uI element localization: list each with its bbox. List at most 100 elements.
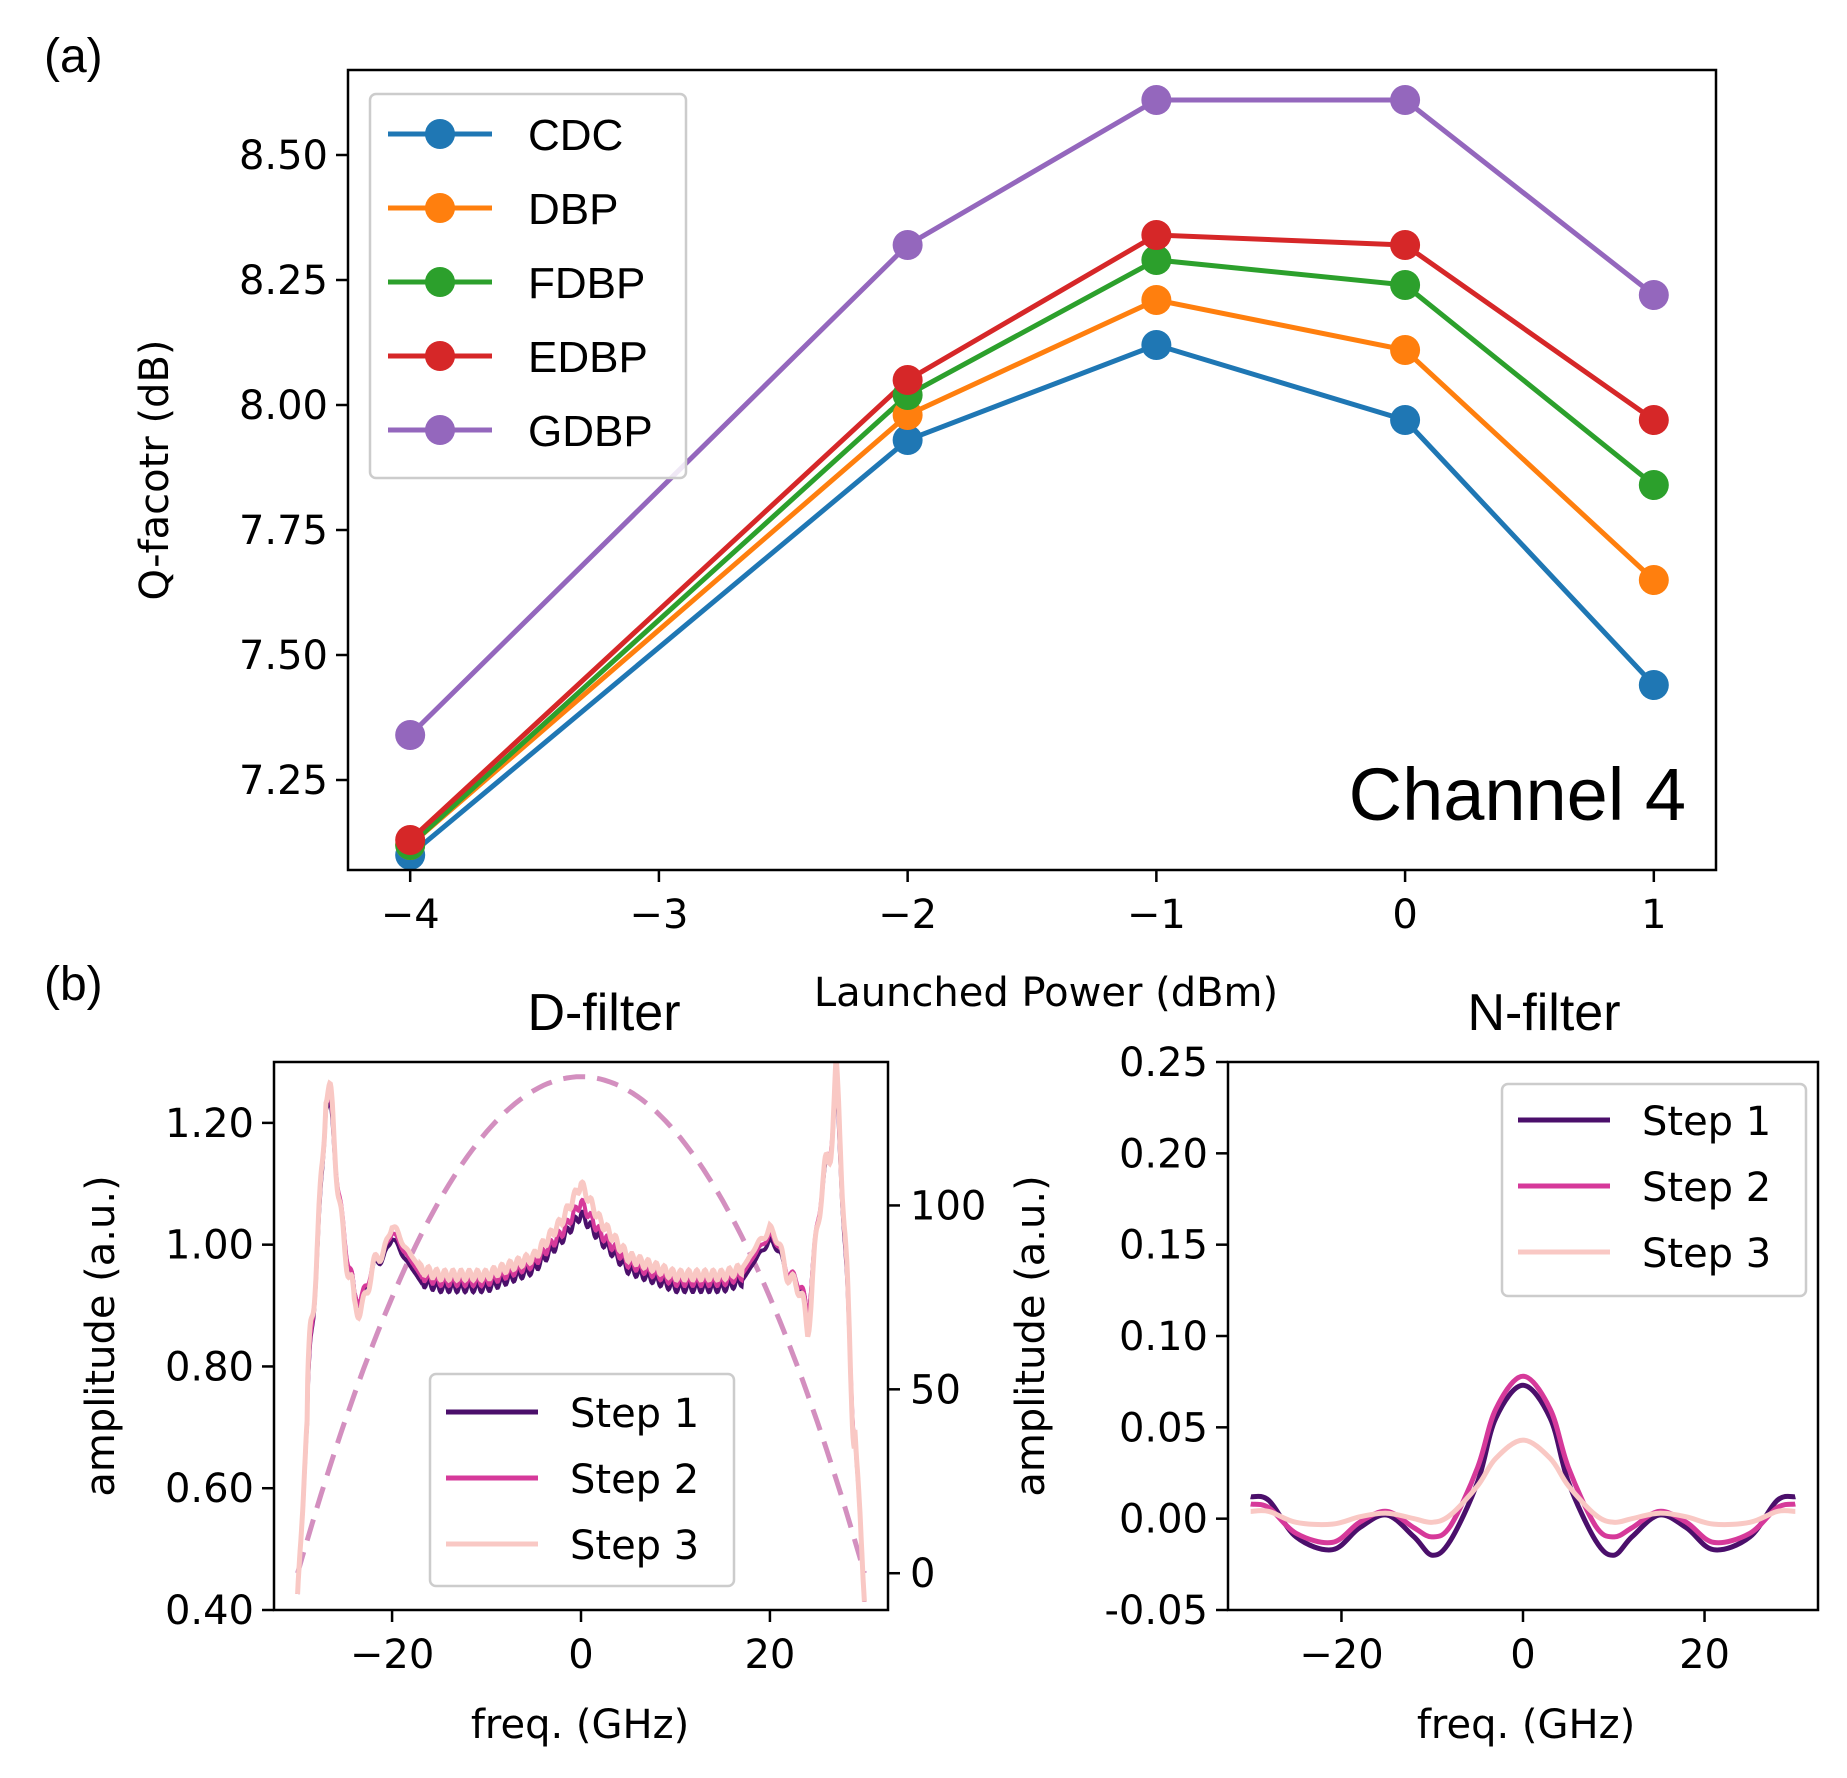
q-factor-x-tick-label: −1 <box>1127 892 1186 938</box>
d-filter-legend-label-3: Step 3 <box>570 1523 699 1569</box>
data-point-edbp <box>892 365 923 395</box>
d-filter-right-tick-label: 0 <box>910 1551 935 1597</box>
d-filter-y-tick-label: 0.40 <box>165 1588 254 1634</box>
d-filter-y-tick-label: 1.00 <box>165 1223 254 1269</box>
data-point-fdbp <box>1141 245 1172 275</box>
data-point-gdbp <box>395 720 426 750</box>
d-filter-x-tick-label: −20 <box>350 1632 434 1678</box>
n-filter-y-tick-label: 0.20 <box>1119 1131 1208 1177</box>
channel-annotation: Channel 4 <box>1349 753 1686 836</box>
q-factor-y-tick-label: 8.00 <box>239 383 328 429</box>
n-filter-title: N-filter <box>1467 984 1620 1042</box>
d-filter-x-tick-label: 0 <box>568 1632 593 1678</box>
q-factor-legend: CDC DBP FDBP EDBP GDBP <box>368 92 688 480</box>
data-point-edbp <box>1638 405 1669 435</box>
panel-label-b: (b) <box>44 958 103 1011</box>
d-filter-title: D-filter <box>527 984 680 1042</box>
d-filter-dashed-curve <box>295 1074 867 1574</box>
d-filter-series-group <box>295 1062 867 1602</box>
d-filter-y-tick-label: 1.20 <box>165 1101 254 1147</box>
q-factor-y-tick-label: 7.50 <box>239 633 328 679</box>
n-filter-legend-label-3: Step 3 <box>1642 1231 1771 1277</box>
data-point-gdbp <box>892 230 923 260</box>
q-factor-y-tick-label: 8.50 <box>239 133 328 179</box>
n-filter-series-3 <box>1250 1437 1796 1528</box>
q-factor-x-tick-label: 0 <box>1392 892 1417 938</box>
q-factor-plot-frame <box>346 68 1718 872</box>
legend-marker-gdbp <box>425 415 455 445</box>
d-filter-plot-area <box>295 1062 867 1602</box>
q-factor-x-axis-label: Launched Power (dBm) <box>814 970 1278 1016</box>
n-filter-x-tick-label: 0 <box>1510 1632 1535 1678</box>
data-point-dbp <box>1390 335 1421 365</box>
q-factor-y-tick-label: 8.25 <box>239 258 328 304</box>
n-filter-x-axis-label: freq. (GHz) <box>1417 1702 1635 1748</box>
panel-label-a: (a) <box>44 30 103 83</box>
q-factor-y-axis-label: Q-facotr (dB) <box>132 340 178 601</box>
n-filter-y-tick-label: 0.05 <box>1119 1405 1208 1451</box>
data-point-dbp <box>1638 565 1669 595</box>
n-filter-series-2 <box>1250 1373 1796 1546</box>
d-filter-legend: Step 1 Step 2 Step 3 <box>428 1372 736 1588</box>
n-filter-legend-label-1: Step 1 <box>1642 1099 1771 1145</box>
legend-label-dbp: DBP <box>528 185 618 234</box>
legend-label-fdbp: FDBP <box>528 259 645 308</box>
d-filter-series-1 <box>295 1076 867 1602</box>
n-filter-series-1 <box>1250 1382 1796 1558</box>
data-point-cdc <box>1141 330 1172 360</box>
n-filter-legend-label-2: Step 2 <box>1642 1165 1771 1211</box>
d-filter-right-tick-label: 50 <box>910 1367 961 1413</box>
data-point-fdbp <box>1638 470 1669 500</box>
d-filter-axes: −20 0 20 0.40 0.60 0.80 1.00 1.20 0 50 100 <box>165 1101 986 1678</box>
legend-label-cdc: CDC <box>528 111 623 160</box>
n-filter-y-tick-label: 0.10 <box>1119 1314 1208 1360</box>
q-factor-x-tick-label: −4 <box>381 892 440 938</box>
d-filter-x-tick-label: 20 <box>744 1632 795 1678</box>
data-point-gdbp <box>1638 280 1669 310</box>
d-filter-y-axis-label: amplitude (a.u.) <box>78 1175 124 1496</box>
q-factor-y-tick-label: 7.75 <box>239 508 328 554</box>
data-point-edbp <box>1141 220 1172 250</box>
n-filter-x-tick-label: −20 <box>1299 1632 1383 1678</box>
n-filter-y-tick-label: 0.00 <box>1119 1497 1208 1543</box>
q-factor-x-tick-label: −2 <box>878 892 937 938</box>
legend-label-gdbp: GDBP <box>528 407 653 456</box>
n-filter-x-tick-label: 20 <box>1679 1632 1730 1678</box>
legend-marker-dbp <box>425 193 455 223</box>
q-factor-y-tick-label: 7.25 <box>239 758 328 804</box>
q-factor-axes: −4 −3 −2 −1 0 1 7.25 7.50 7.75 8.00 8.25 8.50 <box>239 133 1667 938</box>
n-filter-y-tick-label: -0.05 <box>1105 1588 1209 1634</box>
q-factor-series-group <box>395 85 1669 870</box>
d-filter-x-axis-label: freq. (GHz) <box>471 1702 689 1748</box>
d-filter-right-tick-label: 100 <box>910 1183 986 1229</box>
legend-label-edbp: EDBP <box>528 333 648 382</box>
data-point-gdbp <box>1390 85 1421 115</box>
legend-box <box>368 92 688 480</box>
q-factor-x-tick-label: −3 <box>629 892 688 938</box>
d-filter-chart: D-filter −20 0 20 0.40 0.60 0.80 1.00 1.20 0 50 10… <box>78 984 986 1748</box>
n-filter-series-group <box>1250 1373 1796 1558</box>
data-point-dbp <box>1141 285 1172 315</box>
d-filter-legend-label-2: Step 2 <box>570 1457 699 1503</box>
d-filter-y-tick-label: 0.80 <box>165 1344 254 1390</box>
data-point-gdbp <box>1141 85 1172 115</box>
q-factor-chart: −4 −3 −2 −1 0 1 7.25 7.50 7.75 8.00 8.25 8.50 Chann… <box>132 68 1718 1016</box>
data-point-cdc <box>1390 405 1421 435</box>
d-filter-legend-label-1: Step 1 <box>570 1391 699 1437</box>
legend-marker-cdc <box>425 119 455 149</box>
n-filter-chart: N-filter −20 0 20 -0.05 0.00 0.05 0.10 0.15 0.20… <box>1008 984 1820 1748</box>
legend-marker-edbp <box>425 341 455 371</box>
d-filter-y-tick-label: 0.60 <box>165 1466 254 1512</box>
data-point-cdc <box>892 425 923 455</box>
data-point-edbp <box>1390 230 1421 260</box>
n-filter-axes: −20 0 20 -0.05 0.00 0.05 0.10 0.15 0.20 0.25 <box>1105 1040 1730 1678</box>
d-filter-series-3 <box>295 1062 867 1602</box>
q-factor-x-tick-label: 1 <box>1641 892 1666 938</box>
data-point-fdbp <box>1390 270 1421 300</box>
legend-marker-fdbp <box>425 267 455 297</box>
n-filter-legend-box <box>1500 1082 1808 1298</box>
data-point-cdc <box>1638 670 1669 700</box>
n-filter-y-axis-label: amplitude (a.u.) <box>1008 1175 1054 1496</box>
d-filter-legend-box <box>428 1372 736 1588</box>
